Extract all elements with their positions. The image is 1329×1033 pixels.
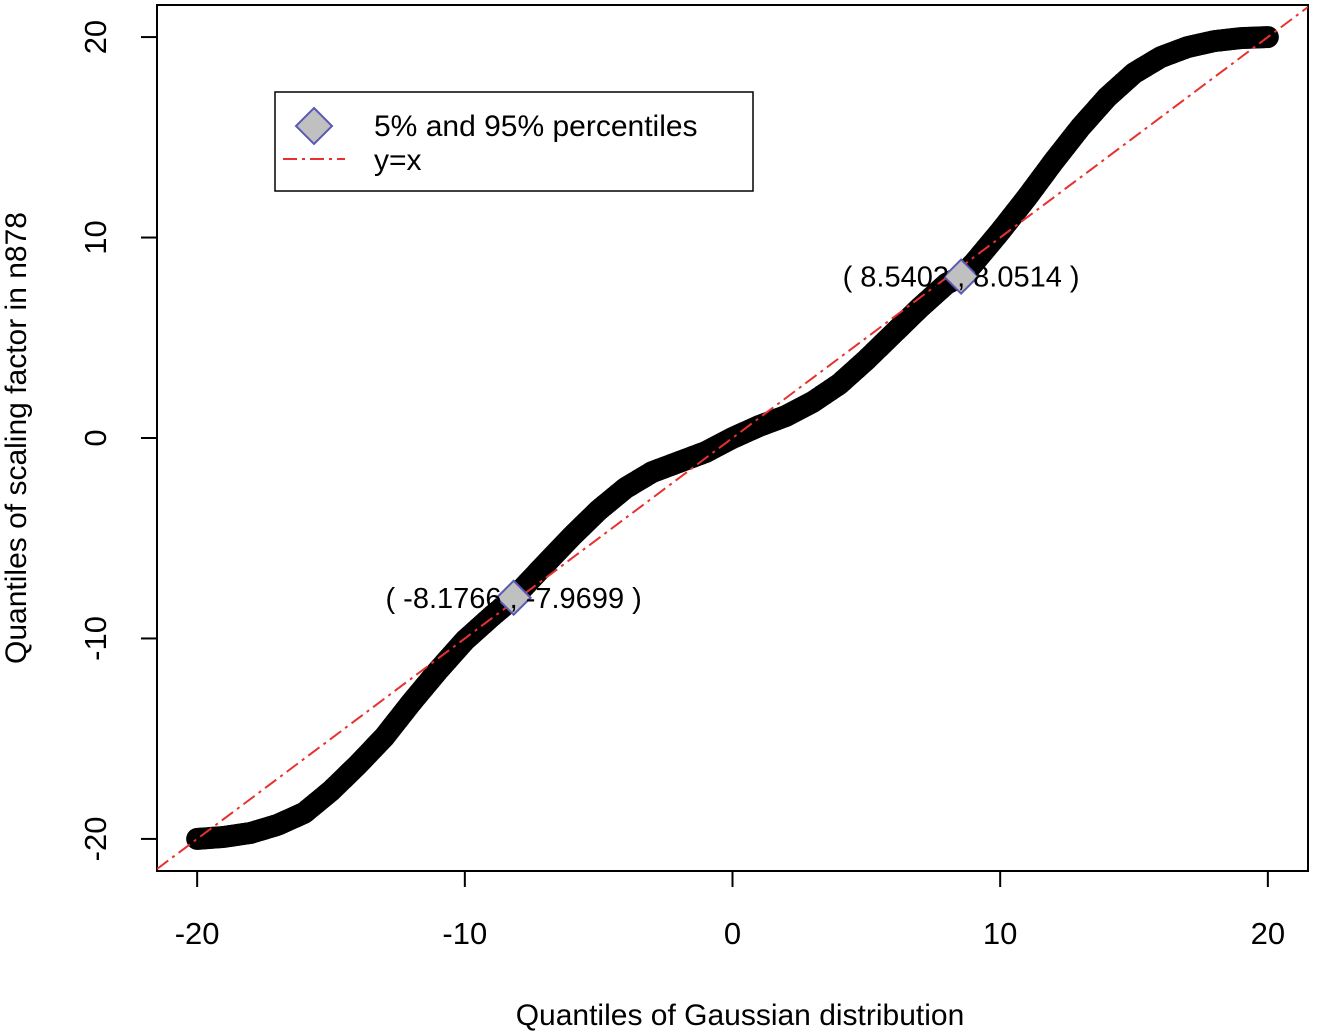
percentile-diamond (942, 258, 980, 296)
percentile-markers (495, 258, 980, 617)
x-tick-label: 10 (983, 916, 1017, 951)
legend-diamond-icon (294, 106, 334, 146)
x-axis: -20 -10 0 10 20 (175, 870, 1285, 951)
y-tick-label: -20 (78, 817, 113, 862)
y-tick-label: 20 (78, 20, 113, 54)
legend-box (274, 91, 754, 192)
annotation-label: ( 8.5402 , 8.0514 ) (843, 262, 1080, 294)
annotation-label: ( -8.1766 , -7.9699 ) (385, 583, 641, 615)
x-tick-label: 20 (1251, 916, 1285, 951)
y-tick-label: 10 (78, 220, 113, 254)
x-tick-label: -10 (442, 916, 487, 951)
x-tick-label: -20 (175, 916, 220, 951)
annotations: ( -8.1766 , -7.9699 ) ( 8.5402 , 8.0514 ) (385, 262, 1079, 615)
legend-label-percentiles: 5% and 95% percentiles (374, 110, 698, 143)
y-tick-label: -10 (78, 616, 113, 661)
legend-label-y-equals-x: y=x (374, 144, 422, 177)
x-axis-title: Quantiles of Gaussian distribution (516, 999, 965, 1032)
y-tick-label: 0 (78, 429, 113, 446)
percentile-diamond (495, 579, 533, 617)
y-axis: -20 -10 0 10 20 (78, 20, 157, 862)
reference-line-y-equals-x (157, 6, 1308, 870)
legend: 5% and 95% percentiles y=x (274, 91, 754, 192)
y-axis-title: Quantiles of scaling factor in n878 (0, 212, 33, 664)
x-tick-label: 0 (724, 916, 741, 951)
plot-area (157, 6, 1308, 870)
